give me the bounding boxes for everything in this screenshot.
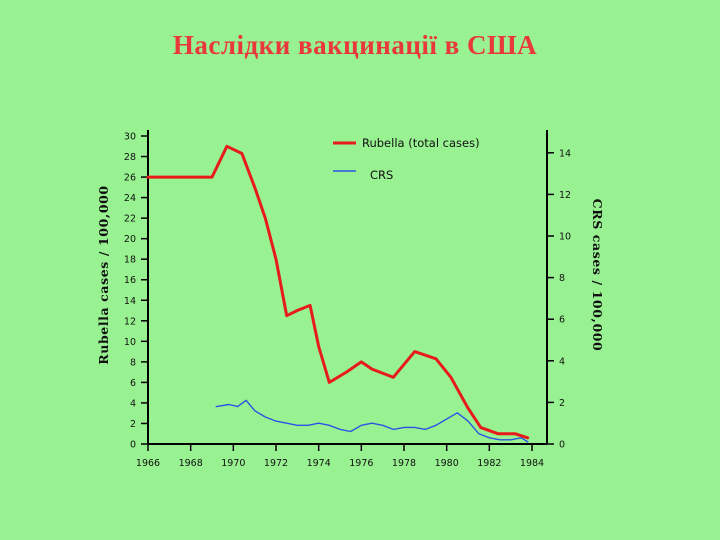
chart-axes: 0246810121416182022242628300246810121419… xyxy=(96,130,605,469)
y-left-tick-label: 12 xyxy=(124,316,136,327)
y-right-tick-label: 14 xyxy=(559,148,571,159)
y-right-tick-label: 0 xyxy=(559,440,565,451)
y-left-tick-label: 10 xyxy=(124,337,136,348)
chart-legend: Rubella (total cases) CRS xyxy=(333,136,480,182)
y-right-tick-label: 12 xyxy=(559,190,571,201)
y-right-tick-label: 2 xyxy=(559,398,565,409)
x-tick-label: 1972 xyxy=(264,458,288,469)
x-tick-label: 1980 xyxy=(435,458,459,469)
x-tick-label: 1982 xyxy=(477,458,501,469)
y-left-tick-label: 24 xyxy=(124,193,136,204)
y-right-tick-label: 4 xyxy=(559,356,565,367)
y-left-tick-label: 0 xyxy=(130,440,136,451)
y-left-tick-label: 14 xyxy=(124,296,136,307)
x-tick-label: 1974 xyxy=(307,458,331,469)
x-tick-label: 1966 xyxy=(136,458,160,469)
y-left-tick-label: 28 xyxy=(124,152,136,163)
y-right-tick-label: 6 xyxy=(559,315,565,326)
legend-label-crs: CRS xyxy=(370,168,393,182)
chart-series-layer xyxy=(146,144,530,443)
y-left-tick-label: 16 xyxy=(124,275,136,286)
y-left-tick-label: 22 xyxy=(124,214,136,225)
series-line-crs xyxy=(215,399,529,443)
y-left-tick-label: 8 xyxy=(130,357,136,368)
y-right-tick-label: 8 xyxy=(559,273,565,284)
y-left-tick-label: 20 xyxy=(124,234,136,245)
y-left-tick-label: 26 xyxy=(124,173,136,184)
x-tick-label: 1978 xyxy=(392,458,416,469)
y-axis-left-title: Rubella cases / 100,000 xyxy=(96,185,111,364)
y-axis-right-title: CRS cases / 100,000 xyxy=(590,199,605,352)
x-tick-label: 1968 xyxy=(179,458,203,469)
slide-title: Наслідки вакцинації в США xyxy=(172,30,538,60)
legend-label-rubella: Rubella (total cases) xyxy=(362,136,480,150)
series-line-rubella xyxy=(146,144,530,440)
y-left-tick-label: 30 xyxy=(124,132,136,143)
x-tick-label: 1984 xyxy=(520,458,544,469)
y-right-tick-label: 10 xyxy=(559,232,571,243)
y-left-tick-label: 2 xyxy=(130,419,136,430)
x-tick-label: 1976 xyxy=(349,458,373,469)
y-left-tick-label: 6 xyxy=(130,378,136,389)
x-tick-label: 1970 xyxy=(221,458,245,469)
y-left-tick-label: 18 xyxy=(124,255,136,266)
y-left-tick-label: 4 xyxy=(130,398,136,409)
